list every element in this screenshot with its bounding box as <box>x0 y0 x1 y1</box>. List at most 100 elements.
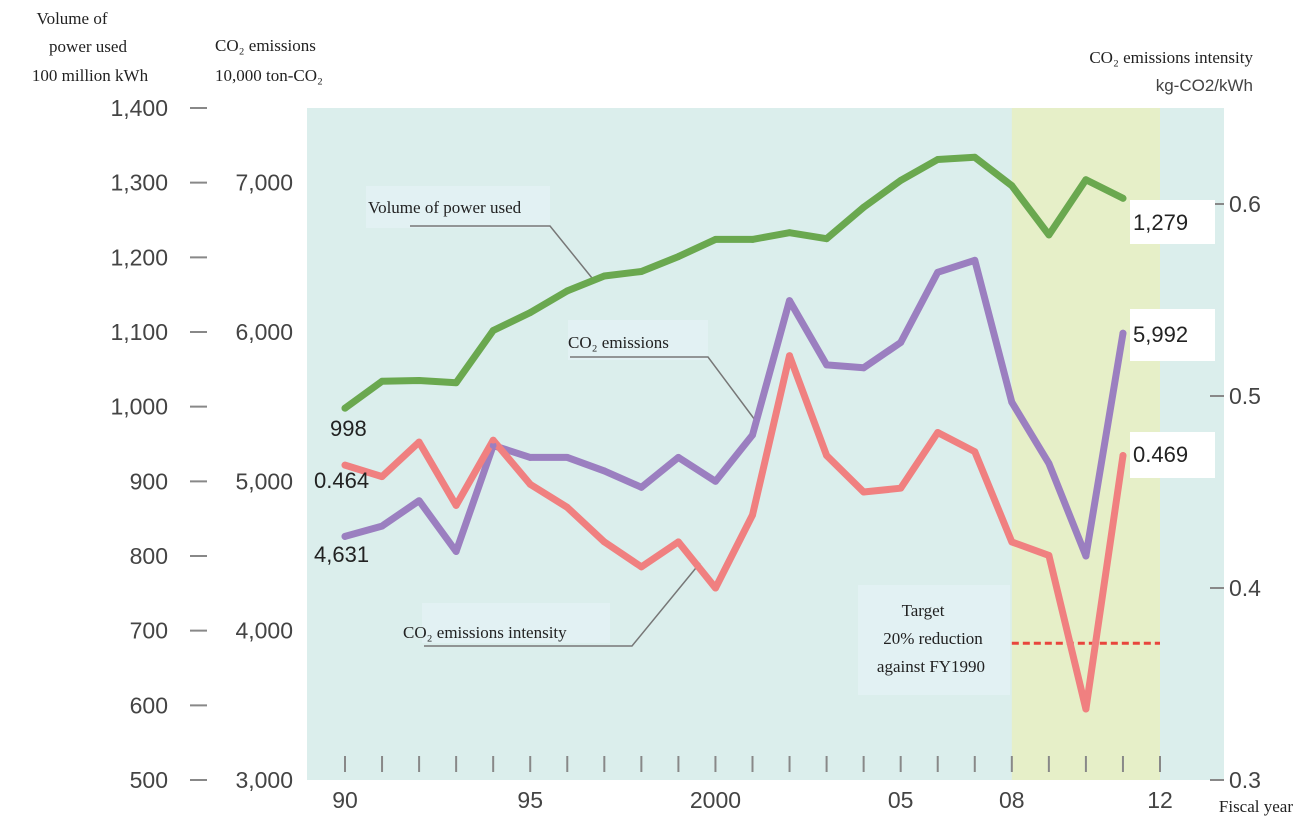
co2-tick-label: 3,000 <box>235 767 293 793</box>
co2-point <box>786 297 793 305</box>
co2-point <box>489 442 497 449</box>
power-tick-label: 1,300 <box>110 170 168 196</box>
x-tick-label: 08 <box>999 787 1025 813</box>
co2-axis-unit: 10,000 ton-CO₂ <box>215 66 323 85</box>
data-points <box>341 153 1127 713</box>
intensity-line <box>341 352 1127 713</box>
co2-point <box>860 364 868 372</box>
co2-tick-label: 7,000 <box>235 170 293 196</box>
intensity-tick-label: 0.6 <box>1229 191 1261 217</box>
power-point <box>1119 194 1127 202</box>
power-point <box>600 272 608 280</box>
intensity-axis: 0.6 0.5 0.4 0.3 <box>1210 191 1261 793</box>
power-callout: Volume of power used <box>366 186 593 279</box>
target-callout: Target 20% reduction against FY1990 <box>858 585 1010 695</box>
co2-point <box>600 467 608 475</box>
power-point <box>897 177 905 184</box>
intensity-point <box>489 436 497 444</box>
power-point <box>378 377 386 385</box>
co2-point <box>897 339 905 346</box>
intensity-tick-label: 0.5 <box>1229 383 1261 409</box>
intensity-point <box>1082 705 1090 713</box>
co2-axis: 7,000 6,000 5,000 4,000 3,000 <box>235 170 293 793</box>
x-tick-label: 2000 <box>690 787 741 813</box>
co2-axis-title: CO₂ emissions <box>215 36 316 55</box>
intensity-axis-unit: kg-CO2/kWh <box>1156 76 1253 95</box>
power-end-label-bg <box>1130 200 1215 244</box>
power-end-label: 1,279 <box>1133 210 1188 235</box>
co2-point <box>1008 398 1016 406</box>
power-point <box>823 235 830 243</box>
power-point <box>712 236 719 243</box>
co2-point <box>452 548 460 555</box>
x-tick-label: 95 <box>517 787 543 813</box>
intensity-point <box>452 502 460 509</box>
power-tick-label: 700 <box>130 618 168 644</box>
co2-callout-leader <box>570 356 756 421</box>
co2-point <box>526 454 534 461</box>
power-callout-label: Volume of power used <box>368 198 522 217</box>
co2-point <box>749 431 756 439</box>
intensity-axis-title: CO₂ emissions intensity <box>1089 48 1253 67</box>
x-tick-label: 05 <box>888 787 914 813</box>
power-callout-box <box>366 186 550 228</box>
intensity-point <box>1119 452 1127 459</box>
co2-point <box>823 361 830 369</box>
intensity-callout: CO₂ emissions intensity <box>403 562 701 647</box>
co2-point <box>1119 329 1127 337</box>
intensity-callout-leader <box>424 562 701 647</box>
intensity-tick-label: 0.3 <box>1229 767 1261 793</box>
co2-end-label: 5,992 <box>1133 322 1188 347</box>
intensity-point <box>637 563 645 571</box>
intensity-start-label: 0.464 <box>314 468 369 493</box>
power-callout-leader <box>410 225 593 279</box>
power-tick-label: 900 <box>130 468 168 494</box>
co2-point <box>637 483 645 491</box>
power-start-label: 998 <box>330 416 367 441</box>
intensity-point <box>415 438 423 446</box>
intensity-point <box>526 480 534 488</box>
co2-point <box>341 533 349 540</box>
intensity-point <box>971 448 979 456</box>
intensity-point <box>712 584 719 592</box>
co2-tick-label: 6,000 <box>235 319 293 345</box>
intensity-point <box>823 452 830 459</box>
power-tick-label: 800 <box>130 543 168 569</box>
co2-point <box>675 454 682 461</box>
co2-line <box>341 256 1127 560</box>
power-tick-label: 1,100 <box>110 319 168 345</box>
intensity-callout-label: CO₂ emissions intensity <box>403 623 567 642</box>
co2-callout-box <box>568 320 708 360</box>
power-point <box>675 253 682 260</box>
power-axis-title-line2: power used <box>49 37 127 56</box>
target-label-line3: against FY1990 <box>877 657 985 676</box>
power-point <box>749 236 756 243</box>
power-point <box>786 229 793 237</box>
power-point <box>1082 176 1090 184</box>
intensity-end-label: 0.469 <box>1133 442 1188 467</box>
co2-point <box>934 268 942 276</box>
intensity-point <box>1045 551 1053 559</box>
intensity-point <box>341 461 349 469</box>
co2-start-label: 4,631 <box>314 542 369 567</box>
intensity-callout-box <box>422 603 610 643</box>
power-axis-unit: 100 million kWh <box>32 66 149 85</box>
x-tick-label: 90 <box>332 787 358 813</box>
target-label-line1: Target <box>902 601 945 620</box>
x-axis-title: Fiscal year <box>1219 797 1293 816</box>
intensity-point <box>897 484 905 492</box>
power-tick-label: 500 <box>130 767 168 793</box>
intensity-point <box>749 511 756 519</box>
co2-point <box>378 522 386 530</box>
value-labels: 998 1,279 4,631 5,992 0.464 0.469 <box>314 200 1215 567</box>
co2-point <box>1082 552 1090 560</box>
power-line <box>341 153 1127 412</box>
power-point <box>452 379 460 387</box>
co2-tick-label: 4,000 <box>235 618 293 644</box>
intensity-point <box>675 538 682 546</box>
co2-point <box>712 477 719 485</box>
power-point <box>1045 231 1053 239</box>
power-tick-label: 1,400 <box>110 95 168 121</box>
power-tick-label: 1,200 <box>110 244 168 270</box>
power-point <box>860 203 868 211</box>
